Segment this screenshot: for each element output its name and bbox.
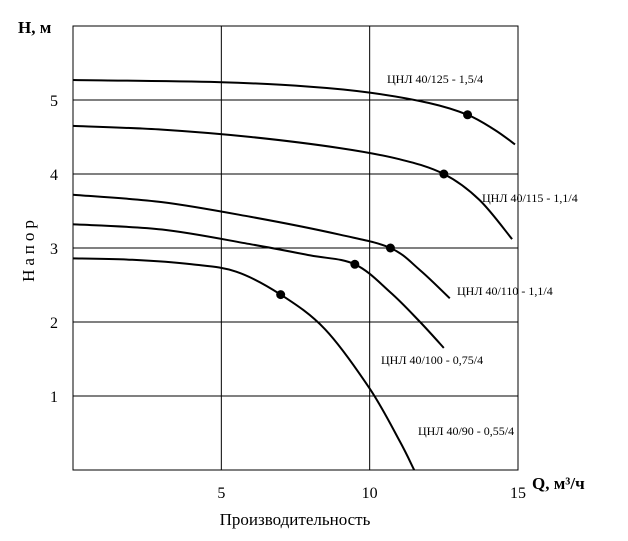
x-tick-label: 15	[510, 485, 526, 502]
markers	[276, 110, 473, 300]
series-labels: ЦНЛ 40/125 - 1,5/4 ЦНЛ 40/115 - 1,1/4 ЦНЛ …	[381, 72, 578, 438]
x-axis-label: Производительность	[220, 510, 371, 529]
tick-labels: 5 10 15 1 2 3 4 5	[50, 93, 526, 502]
series-line-2	[72, 124, 513, 240]
y-tick-label: 5	[50, 93, 58, 110]
series-label-5: ЦНЛ 40/90 - 0,55/4	[418, 424, 514, 438]
series-marker-1	[463, 110, 473, 120]
y-tick-label: 1	[50, 389, 58, 406]
series-label-2: ЦНЛ 40/115 - 1,1/4	[482, 191, 578, 205]
grid	[73, 26, 519, 470]
y-tick-label: 4	[50, 167, 58, 184]
series-marker-2	[439, 169, 449, 179]
curves	[72, 79, 516, 471]
series-line-5	[72, 257, 416, 471]
y-tick-label: 2	[50, 315, 58, 332]
series-marker-3	[385, 243, 395, 253]
series-label-3: ЦНЛ 40/110 - 1,1/4	[457, 284, 553, 298]
series-line-4	[72, 223, 445, 349]
series-line-3	[72, 193, 451, 300]
series-label-4: ЦНЛ 40/100 - 0,75/4	[381, 353, 483, 367]
series-line-1	[72, 79, 516, 146]
x-tick-label: 5	[217, 485, 225, 502]
series-label-1: ЦНЛ 40/125 - 1,5/4	[387, 72, 483, 86]
y-axis-label: Напор	[19, 216, 38, 282]
series-marker-4	[350, 259, 360, 269]
x-tick-label: 10	[362, 485, 378, 502]
y-tick-label: 3	[50, 241, 58, 258]
y-axis-title: H, м	[18, 18, 52, 37]
series-marker-5	[276, 290, 286, 300]
x-axis-title: Q, м³/ч	[532, 474, 585, 493]
